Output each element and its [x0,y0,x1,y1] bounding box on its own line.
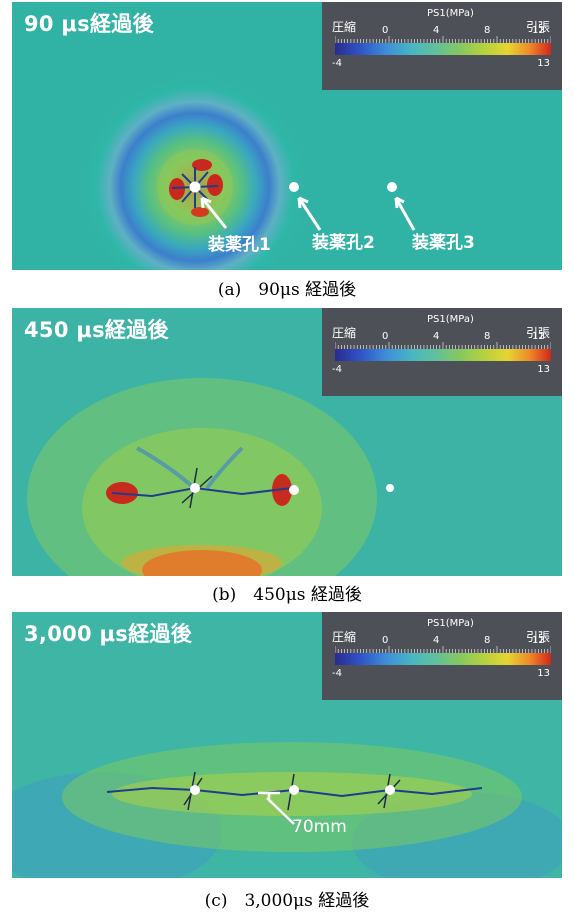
charge-hole-3 [385,785,395,795]
colorbar [335,43,551,55]
variable-label: PS1(MPa) [427,8,474,19]
hole-label-1: 装薬孔1 [208,235,271,255]
colorbar-ticks [335,36,551,43]
charge-hole-1 [190,785,200,795]
hole-label-2: 装薬孔2 [312,233,375,253]
charge-hole-1 [190,483,200,493]
tension-label: 引張 [525,20,550,34]
dimension-label: 70mm [292,817,347,837]
compression-label: 圧縮 [332,326,357,340]
colorbar-max: 13 [537,668,550,679]
tick-label: 8 [484,635,491,646]
tick-label: 12 [532,25,545,36]
colorbar-min: -4 [332,58,342,69]
colorbar [335,653,551,665]
colorbar-legend: 圧縮 PS1(MPa) 引張 0 4 8 12 -4 13 [322,612,562,700]
variable-label: PS1(MPa) [427,618,474,629]
charge-hole-2 [289,485,299,495]
tick-label: 12 [532,331,545,342]
charge-hole-1 [189,181,201,193]
caption-b: (b) 450μs 経過後 [212,585,362,605]
tick-label: 0 [382,331,389,342]
time-label: 450 μs経過後 [24,318,169,342]
caption-c: (c) 3,000μs 経過後 [204,891,370,911]
tension-label: 引張 [525,630,550,644]
variable-label: PS1(MPa) [427,314,474,325]
colorbar-max: 13 [537,58,550,69]
colorbar-legend: 圧縮 PS1(MPa) 引張 0 4 8 12 -4 13 [322,2,562,90]
tick-label: 0 [382,635,389,646]
charge-hole-3 [386,484,394,492]
time-label: 3,000 μs経過後 [24,622,192,646]
colorbar-min: -4 [332,668,342,679]
time-label: 90 μs経過後 [24,12,154,36]
simulation-panel-a: 90 μs経過後 装薬孔1 装薬孔2 装薬孔3 圧縮 PS1(MPa) 引張 0… [12,2,562,270]
colorbar-max: 13 [537,364,550,375]
colorbar-ticks [335,646,551,653]
tension-label: 引張 [525,326,550,340]
hole-label-3: 装薬孔3 [412,233,475,253]
tick-label: 4 [433,25,440,36]
colorbar-legend: 圧縮 PS1(MPa) 引張 0 4 8 12 -4 13 [322,308,562,396]
colorbar-ticks [335,342,551,349]
colorbar [335,349,551,361]
tick-label: 4 [433,635,440,646]
simulation-panel-b: 450 μs経過後 圧縮 PS1(MPa) 引張 0 4 8 12 -4 13 [12,308,562,576]
caption-a: (a) 90μs 経過後 [217,280,357,300]
tick-label: 12 [532,635,545,646]
tick-label: 8 [484,331,491,342]
tick-label: 8 [484,25,491,36]
charge-hole-2 [289,785,299,795]
charge-hole-3 [387,182,397,192]
compression-label: 圧縮 [332,630,357,644]
tick-label: 0 [382,25,389,36]
tick-label: 4 [433,331,440,342]
charge-hole-2 [289,182,299,192]
colorbar-min: -4 [332,364,342,375]
simulation-panel-c: 3,000 μs経過後 70mm 圧縮 PS1(MPa) 引張 0 4 8 12… [12,612,562,878]
compression-label: 圧縮 [332,20,357,34]
